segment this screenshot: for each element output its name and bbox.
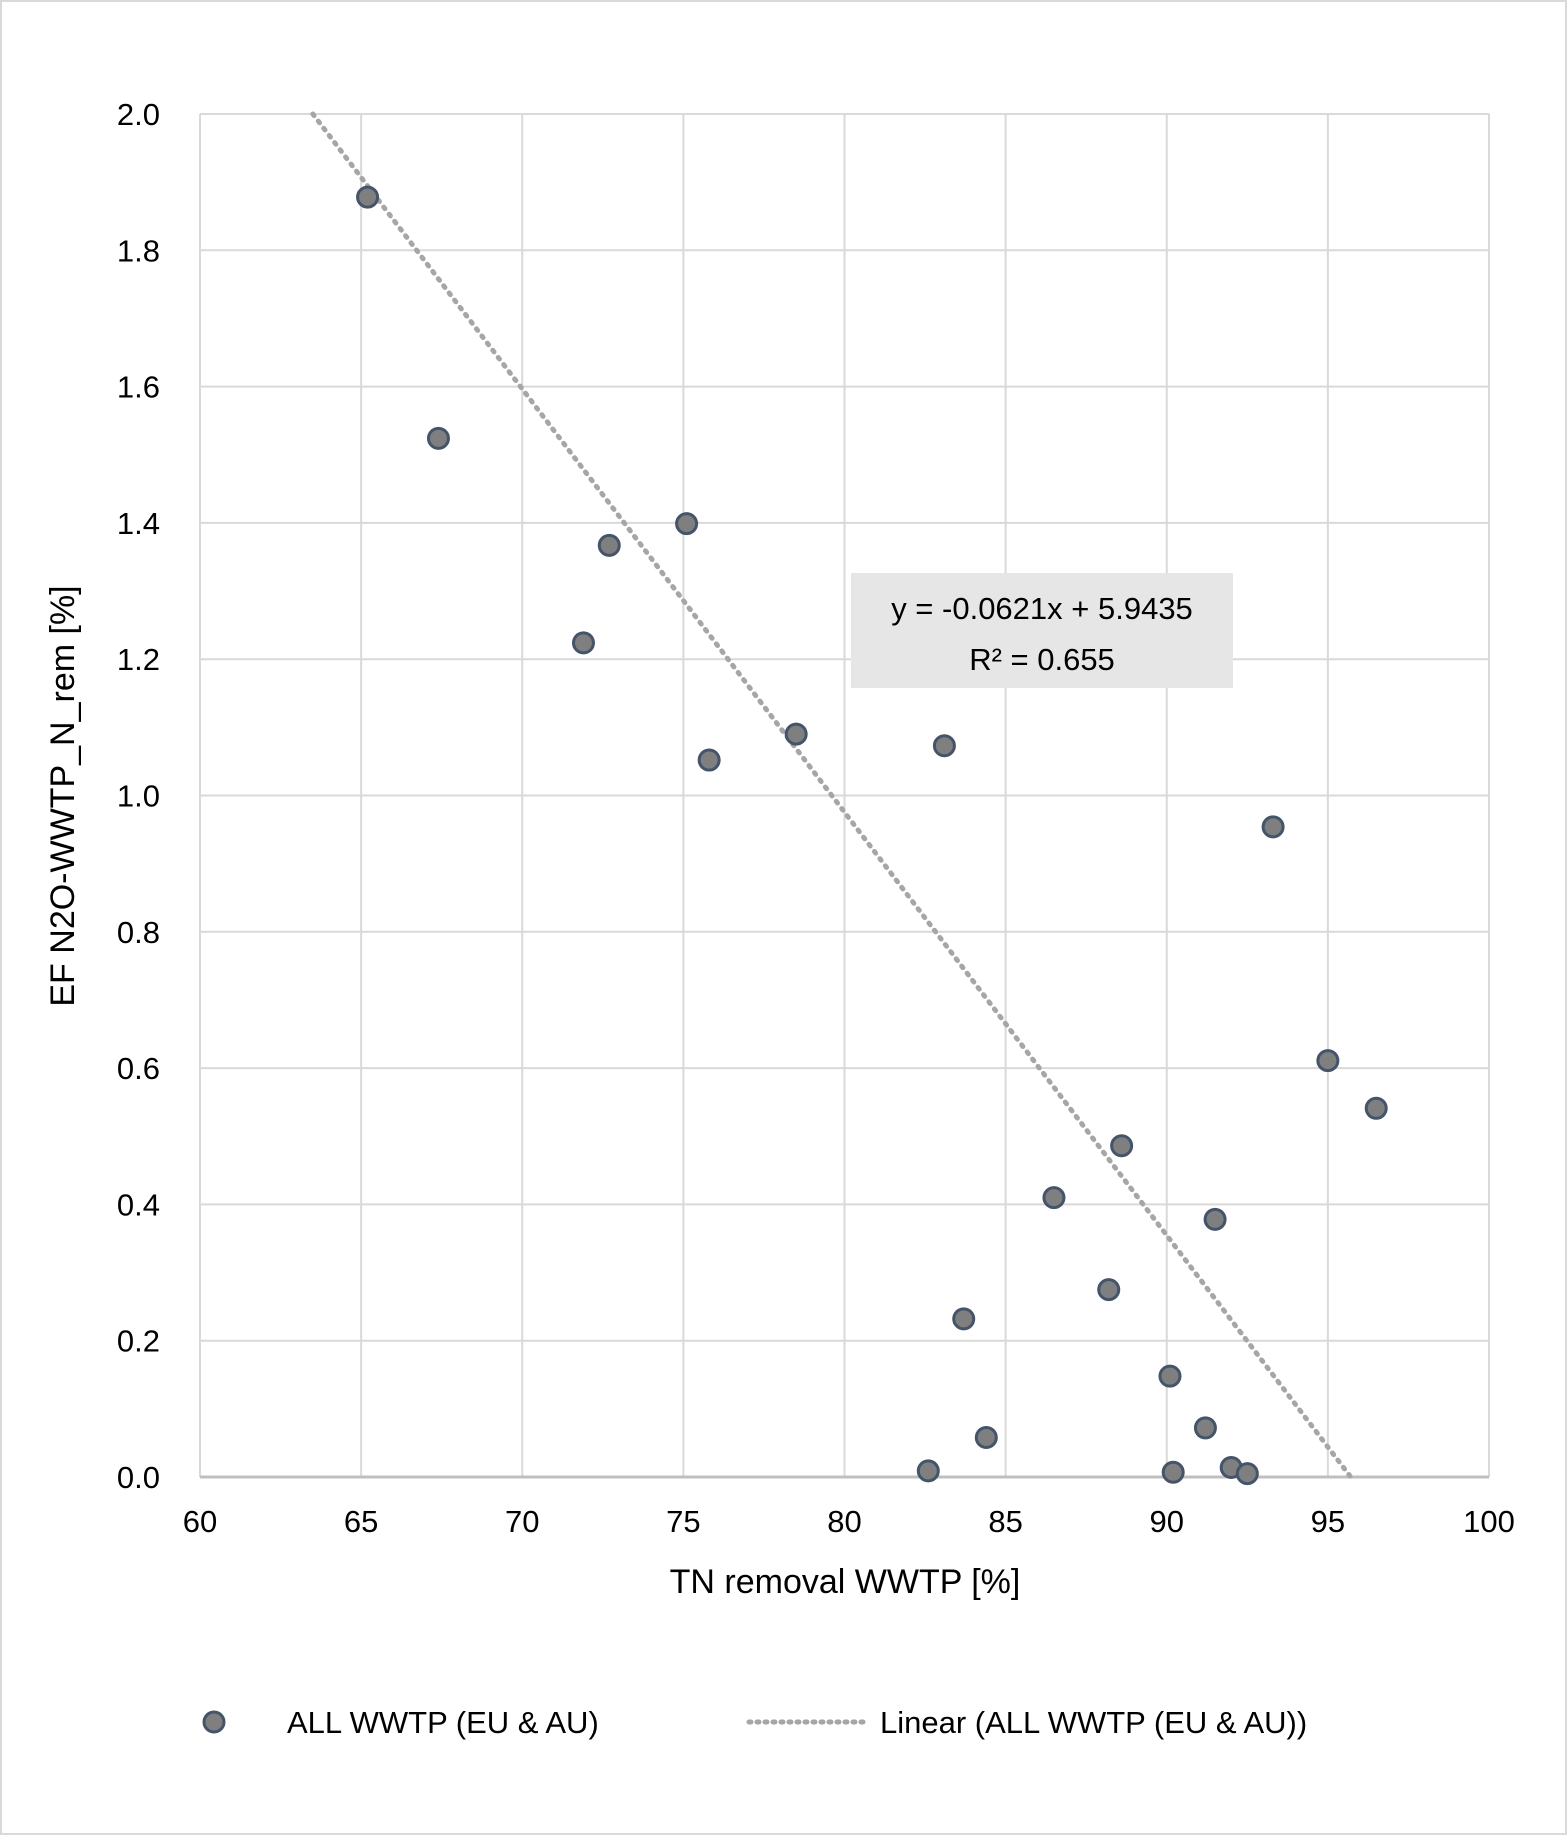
y-tick-label: 2.0: [117, 97, 160, 132]
y-tick-label: 0.8: [117, 915, 160, 950]
x-tick-label: 100: [1463, 1504, 1515, 1539]
y-tick-label: 0.2: [117, 1324, 160, 1359]
x-tick-label: 80: [827, 1504, 861, 1539]
y-tick-labels: 0.0 0.2 0.4 0.6 0.8 1.0 1.2 1.4 1.6 1.8 2.0: [117, 97, 160, 1495]
trendline-line: [310, 111, 1354, 1480]
x-tick-label: 95: [1311, 1504, 1345, 1539]
equation-box-bg: [851, 573, 1233, 688]
data-point: [426, 426, 450, 450]
data-point: [932, 734, 956, 758]
data-point: [1110, 1134, 1134, 1158]
data-point: [1261, 815, 1285, 839]
legend-marker-icon: [202, 1710, 226, 1734]
data-point: [1158, 1364, 1182, 1388]
x-tick-label: 85: [988, 1504, 1022, 1539]
y-tick-label: 1.6: [117, 370, 160, 405]
legend-label-trendline: Linear (ALL WWTP (EU & AU)): [880, 1705, 1307, 1740]
y-tick-label: 1.4: [117, 506, 160, 541]
data-point: [597, 533, 621, 557]
trendline-equation: y = -0.0621x + 5.9435: [891, 591, 1193, 626]
legend-label-series: ALL WWTP (EU & AU): [287, 1705, 599, 1740]
data-point: [1235, 1462, 1259, 1486]
y-tick-label: 0.6: [117, 1051, 160, 1086]
gridlines: [199, 113, 1490, 1479]
data-point: [1203, 1207, 1227, 1231]
legend: ALL WWTP (EU & AU) Linear (ALL WWTP (EU …: [202, 1705, 1307, 1740]
data-point: [952, 1307, 976, 1331]
x-tick-label: 70: [505, 1504, 539, 1539]
data-point: [1042, 1186, 1066, 1210]
x-axis-title: TN removal WWTP [%]: [670, 1563, 1021, 1601]
x-tick-label: 60: [183, 1504, 217, 1539]
y-tick-label: 1.0: [117, 779, 160, 814]
data-point: [356, 185, 380, 209]
data-point: [697, 748, 721, 772]
x-tick-label: 75: [666, 1504, 700, 1539]
data-point: [571, 631, 595, 655]
x-tick-labels: 60 65 70 75 80 85 90 95 100: [183, 1504, 1515, 1539]
data-point: [1161, 1460, 1185, 1484]
trendline-r2: R² = 0.655: [969, 642, 1115, 677]
data-point: [784, 722, 808, 746]
data-point: [675, 512, 699, 536]
x-tick-label: 65: [344, 1504, 378, 1539]
y-tick-label: 1.8: [117, 233, 160, 268]
y-tick-label: 0.0: [117, 1460, 160, 1495]
data-points: [356, 185, 1388, 1486]
data-point: [1193, 1416, 1217, 1440]
trendline: [310, 111, 1354, 1480]
data-point: [916, 1459, 940, 1483]
trendline-equation-box: y = -0.0621x + 5.9435 R² = 0.655: [851, 573, 1233, 688]
y-axis-title: EF N2O-WWTP_N_rem [%]: [44, 585, 82, 1006]
x-tick-label: 90: [1150, 1504, 1184, 1539]
data-point: [1364, 1096, 1388, 1120]
data-point: [1316, 1049, 1340, 1073]
y-tick-label: 0.4: [117, 1187, 160, 1222]
data-point: [974, 1425, 998, 1449]
data-point: [1097, 1278, 1121, 1302]
y-tick-label: 1.2: [117, 642, 160, 677]
